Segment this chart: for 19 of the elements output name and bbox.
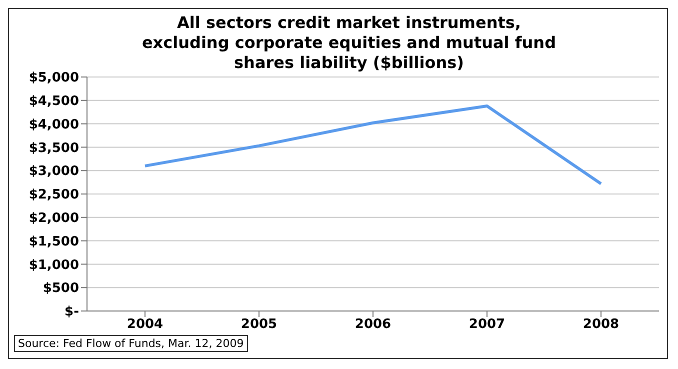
y-tick-label: $2,500	[28, 188, 79, 203]
y-tick-label: $-	[64, 304, 79, 320]
x-tick-label: 2007	[468, 317, 506, 332]
x-tick-label: 2008	[582, 317, 620, 332]
x-tick-label: 2006	[354, 317, 392, 332]
y-tick-label: $5,000	[28, 70, 79, 86]
y-tick-label: $2,000	[28, 211, 79, 226]
y-tick-label: $4,500	[28, 94, 79, 110]
y-tick-label: $3,000	[28, 164, 79, 180]
source-note: Source: Fed Flow of Funds, Mar. 12, 2009	[14, 335, 248, 352]
x-tick-label: 2005	[240, 317, 278, 332]
y-tick-label: $1,000	[28, 258, 79, 273]
y-tick-label: $4,000	[28, 117, 79, 132]
chart-title: All sectors credit market instruments, excluding corporate equities and mutual fund shares liability ($billions)	[140, 13, 558, 73]
line-series	[144, 104, 602, 186]
x-tick-label: 2004	[126, 317, 164, 332]
y-tick-label: $3,500	[28, 140, 79, 156]
y-tick-label: $500	[42, 281, 79, 296]
y-tick-label: $1,500	[28, 234, 79, 250]
